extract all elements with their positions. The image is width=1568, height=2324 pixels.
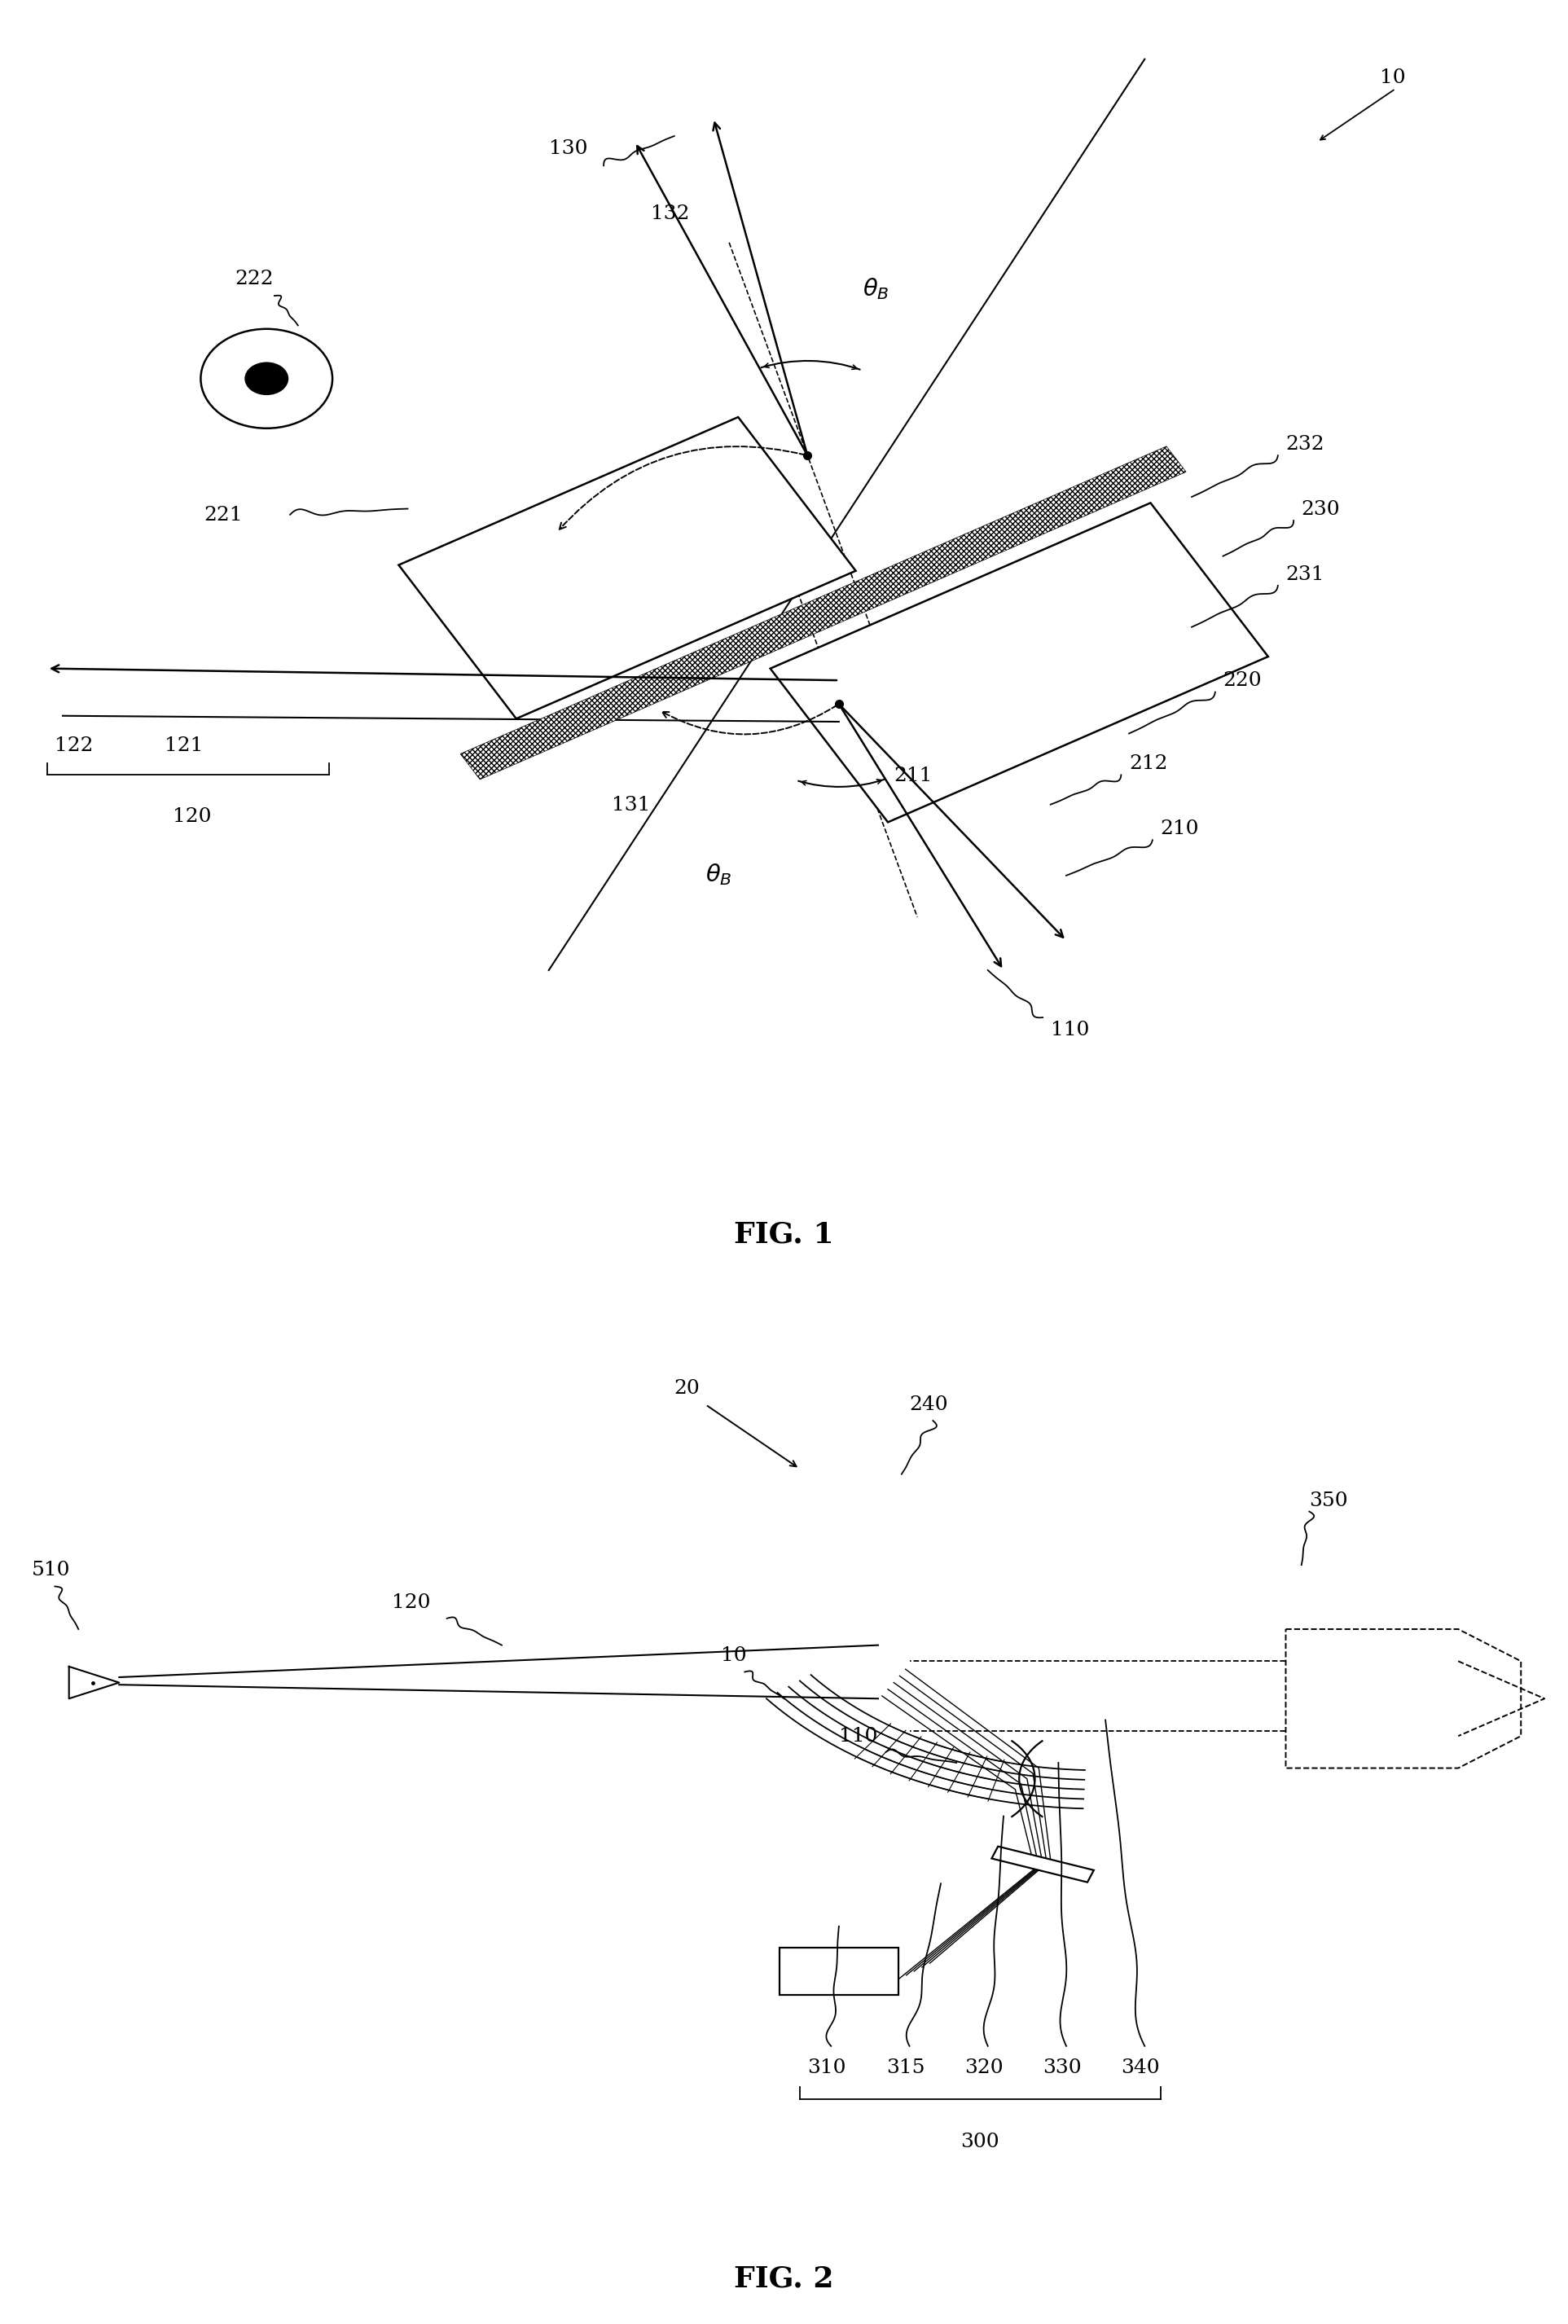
Text: $\theta_B$: $\theta_B$ [706, 862, 732, 888]
Text: 221: 221 [204, 507, 243, 525]
Text: 210: 210 [1160, 820, 1200, 839]
Text: 20: 20 [674, 1378, 699, 1399]
Text: 110: 110 [839, 1727, 878, 1745]
Text: 211: 211 [894, 767, 933, 786]
Text: 130: 130 [549, 139, 588, 158]
Text: 122: 122 [55, 737, 94, 755]
Text: 120: 120 [172, 809, 212, 827]
Text: 212: 212 [1129, 755, 1168, 774]
Text: 315: 315 [886, 2059, 925, 2078]
Text: 231: 231 [1286, 565, 1325, 583]
Bar [779, 1948, 898, 1994]
Text: $\theta_B$: $\theta_B$ [862, 277, 889, 302]
Text: 131: 131 [612, 795, 651, 813]
Polygon shape [69, 1666, 119, 1699]
Text: 132: 132 [651, 205, 690, 223]
Text: FIG. 2: FIG. 2 [734, 2264, 834, 2291]
Text: FIG. 1: FIG. 1 [734, 1220, 834, 1248]
Text: 350: 350 [1309, 1492, 1348, 1511]
Text: 320: 320 [964, 2059, 1004, 2078]
Text: 340: 340 [1121, 2059, 1160, 2078]
Text: 222: 222 [235, 270, 274, 288]
Text: 10: 10 [1380, 67, 1405, 86]
Text: 230: 230 [1301, 500, 1341, 518]
Text: 121: 121 [165, 737, 204, 755]
Text: 220: 220 [1223, 672, 1262, 690]
Text: 232: 232 [1286, 435, 1325, 453]
Circle shape [245, 363, 289, 395]
Text: 10: 10 [721, 1645, 746, 1666]
Polygon shape [398, 416, 856, 718]
Polygon shape [770, 502, 1269, 823]
Text: 110: 110 [1051, 1020, 1090, 1039]
Text: 330: 330 [1043, 2059, 1082, 2078]
Text: 120: 120 [392, 1592, 431, 1613]
Circle shape [201, 330, 332, 428]
Text: 510: 510 [31, 1562, 71, 1580]
Polygon shape [461, 446, 1185, 779]
Text: 240: 240 [909, 1394, 949, 1413]
Text: 310: 310 [808, 2059, 847, 2078]
Text: 300: 300 [961, 2133, 999, 2152]
Polygon shape [991, 1845, 1094, 1882]
